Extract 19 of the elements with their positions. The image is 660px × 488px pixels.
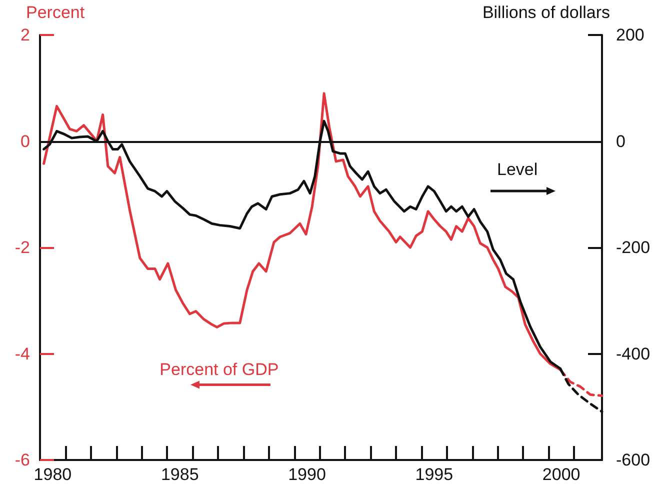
y2-tick-label: -200 xyxy=(616,238,650,257)
text: Percent of GDP xyxy=(160,360,279,379)
y-tick-label: -6 xyxy=(14,450,30,470)
x-tick-label: 2000 xyxy=(542,465,580,484)
y2-tick-label: -400 xyxy=(616,344,650,364)
y2-tick-label: 0 xyxy=(616,132,626,151)
y-axis-title: Percent xyxy=(26,3,85,22)
x-tick-label: 1985 xyxy=(160,465,199,484)
y-tick-label: 0 xyxy=(20,132,30,151)
y-tick-label: -2 xyxy=(14,238,30,257)
y-tick-label: -4 xyxy=(14,344,30,364)
text: Level xyxy=(497,160,538,179)
x-tick-label: 1995 xyxy=(415,465,454,484)
x-tick-label: 1990 xyxy=(288,465,326,484)
y2-axis-title: Billions of dollars xyxy=(482,3,610,22)
y2-tick-label: 200 xyxy=(616,26,644,44)
y-tick-label: 2 xyxy=(20,26,30,44)
y2-tick-label: -600 xyxy=(616,450,650,470)
x-tick-label: 1980 xyxy=(34,465,72,484)
